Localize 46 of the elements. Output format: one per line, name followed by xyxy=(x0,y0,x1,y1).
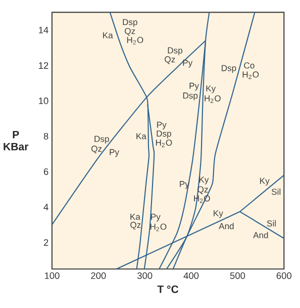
annotation: Py xyxy=(151,214,160,222)
y-tick-label: 4 xyxy=(44,204,48,210)
y-tick-label: 10 xyxy=(38,98,48,104)
annotation: Ky xyxy=(214,210,224,218)
x-tick-label: 400 xyxy=(184,272,199,279)
x-tick-label: 100 xyxy=(44,272,60,279)
annotation: H$_{2}$O xyxy=(204,95,221,103)
annotation: Dsp xyxy=(183,92,198,100)
y-tick-label: 6 xyxy=(44,168,48,175)
y-tick-label: 12 xyxy=(38,62,48,69)
x-tick-label: 200 xyxy=(91,272,106,279)
x-axis-title: T °C xyxy=(157,285,178,294)
x-tick-label: 600 xyxy=(276,272,292,279)
annotation: Sil xyxy=(272,188,280,195)
y-tick-label: 14 xyxy=(38,26,48,34)
annotation: H$_{2}$O xyxy=(242,71,259,79)
annotation: H$_{2}$O xyxy=(127,36,144,44)
annotation: Py xyxy=(183,60,193,68)
annotation: Co xyxy=(244,62,254,69)
annotation: Qz xyxy=(130,222,141,230)
x-tick-label: 300 xyxy=(137,272,152,279)
annotation: Qz xyxy=(91,146,102,154)
annotation: And xyxy=(253,232,268,238)
annotation: Py xyxy=(110,149,120,157)
annotation: Dsp xyxy=(156,130,172,138)
annotation: H$_{2}$O xyxy=(156,140,172,148)
annotation: H$_{2}$O xyxy=(150,224,166,232)
annotation: And xyxy=(218,222,234,230)
y-tick-label: 8 xyxy=(44,132,48,140)
annotation: Ka xyxy=(136,133,146,140)
annotation: Ky xyxy=(206,85,216,94)
x-tick-label: 500 xyxy=(230,272,246,279)
annotation: Dsp xyxy=(168,47,182,56)
annotation: Sil xyxy=(267,220,276,227)
annotation: Qz xyxy=(164,56,175,64)
y-tick-label: 2 xyxy=(44,239,48,246)
annotation: Dsp xyxy=(122,19,138,27)
annotation: Py xyxy=(157,122,167,130)
annotation: Ka xyxy=(103,32,113,38)
annotation: Ky xyxy=(260,178,270,186)
annotation: Py xyxy=(190,82,199,91)
annotation: Ka xyxy=(130,214,140,220)
y-axis-title: P KBar xyxy=(4,130,28,150)
annotation: Qz xyxy=(124,28,136,36)
annotation: Dsp xyxy=(222,65,236,73)
annotation: Dsp xyxy=(94,136,109,144)
